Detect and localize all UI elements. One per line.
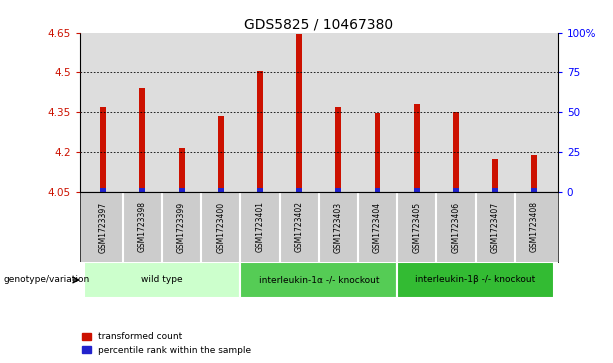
Bar xyxy=(335,188,341,192)
Bar xyxy=(375,188,381,192)
Text: GSM1723404: GSM1723404 xyxy=(373,201,382,253)
Bar xyxy=(375,114,381,188)
Text: GSM1723398: GSM1723398 xyxy=(138,201,147,253)
Text: GSM1723400: GSM1723400 xyxy=(216,201,226,253)
Text: wild type: wild type xyxy=(141,276,183,285)
Bar xyxy=(83,262,240,298)
Bar xyxy=(397,262,554,298)
Bar xyxy=(140,88,145,188)
Text: interleukin-1β -/- knockout: interleukin-1β -/- knockout xyxy=(416,276,536,285)
Text: interleukin-1α -/- knockout: interleukin-1α -/- knockout xyxy=(259,276,379,285)
Bar xyxy=(414,104,420,188)
Bar xyxy=(453,188,459,192)
Text: GSM1723407: GSM1723407 xyxy=(490,201,500,253)
Bar xyxy=(414,188,420,192)
Title: GDS5825 / 10467380: GDS5825 / 10467380 xyxy=(244,17,394,32)
Bar xyxy=(140,188,145,192)
Bar xyxy=(178,188,185,192)
Text: GSM1723402: GSM1723402 xyxy=(295,201,303,253)
Text: GSM1723405: GSM1723405 xyxy=(412,201,421,253)
Legend: transformed count, percentile rank within the sample: transformed count, percentile rank withi… xyxy=(78,329,254,359)
Bar xyxy=(492,159,498,188)
Text: GSM1723408: GSM1723408 xyxy=(530,201,539,253)
Bar xyxy=(101,188,106,192)
Bar xyxy=(531,188,537,192)
Bar xyxy=(218,188,224,192)
Bar xyxy=(296,34,302,188)
Text: GSM1723401: GSM1723401 xyxy=(256,201,264,253)
Bar xyxy=(492,188,498,192)
Bar xyxy=(178,148,185,188)
Bar xyxy=(257,71,263,188)
Bar xyxy=(296,188,302,192)
Text: GSM1723403: GSM1723403 xyxy=(334,201,343,253)
Text: GSM1723406: GSM1723406 xyxy=(451,201,460,253)
Text: GSM1723399: GSM1723399 xyxy=(177,201,186,253)
Bar xyxy=(101,107,106,188)
Text: GSM1723397: GSM1723397 xyxy=(99,201,108,253)
Bar xyxy=(453,112,459,188)
Bar xyxy=(240,262,397,298)
Bar xyxy=(257,188,263,192)
Text: genotype/variation: genotype/variation xyxy=(3,276,89,285)
Bar xyxy=(531,155,537,188)
Bar xyxy=(218,116,224,188)
Bar xyxy=(335,107,341,188)
